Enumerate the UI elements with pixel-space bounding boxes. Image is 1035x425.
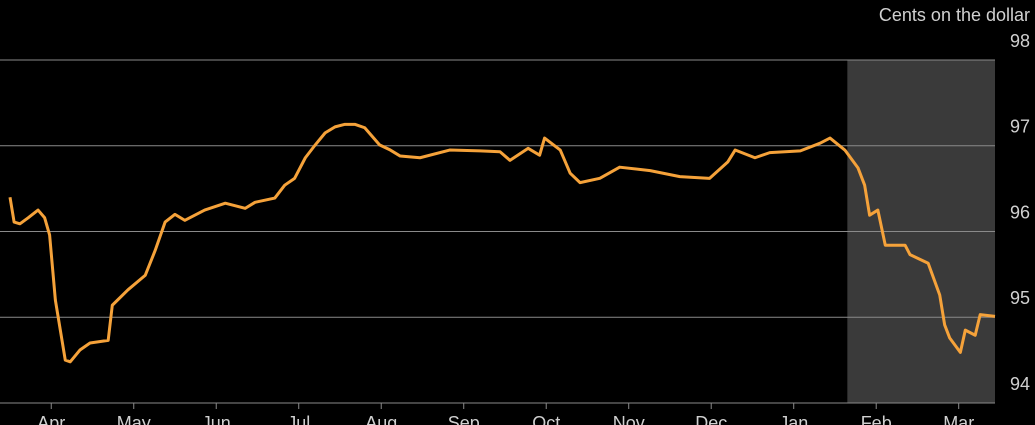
x-tick-label: Jun	[202, 413, 231, 425]
y-tick-label: 98	[1010, 31, 1030, 51]
y-tick-label: 95	[1010, 288, 1030, 308]
x-tick-label: Oct	[532, 413, 560, 425]
y-tick-label: 94	[1010, 374, 1030, 394]
y-tick-label: 97	[1010, 117, 1030, 137]
x-tick-label: Apr	[37, 413, 65, 425]
x-tick-label: Feb	[861, 413, 892, 425]
x-tick-label: Nov	[613, 413, 645, 425]
y-unit-label: Cents on the dollar	[879, 5, 1030, 25]
x-tick-label: Aug	[365, 413, 397, 425]
x-tick-label: Mar	[943, 413, 974, 425]
x-tick-label: Jan	[779, 413, 808, 425]
x-tick-label: Sep	[448, 413, 480, 425]
data-line	[8, 122, 996, 364]
x-tick-label: May	[117, 413, 151, 425]
y-tick-label: 96	[1010, 202, 1030, 222]
x-tick-label: Jul	[287, 413, 310, 425]
x-tick-label: Dec	[695, 413, 727, 425]
